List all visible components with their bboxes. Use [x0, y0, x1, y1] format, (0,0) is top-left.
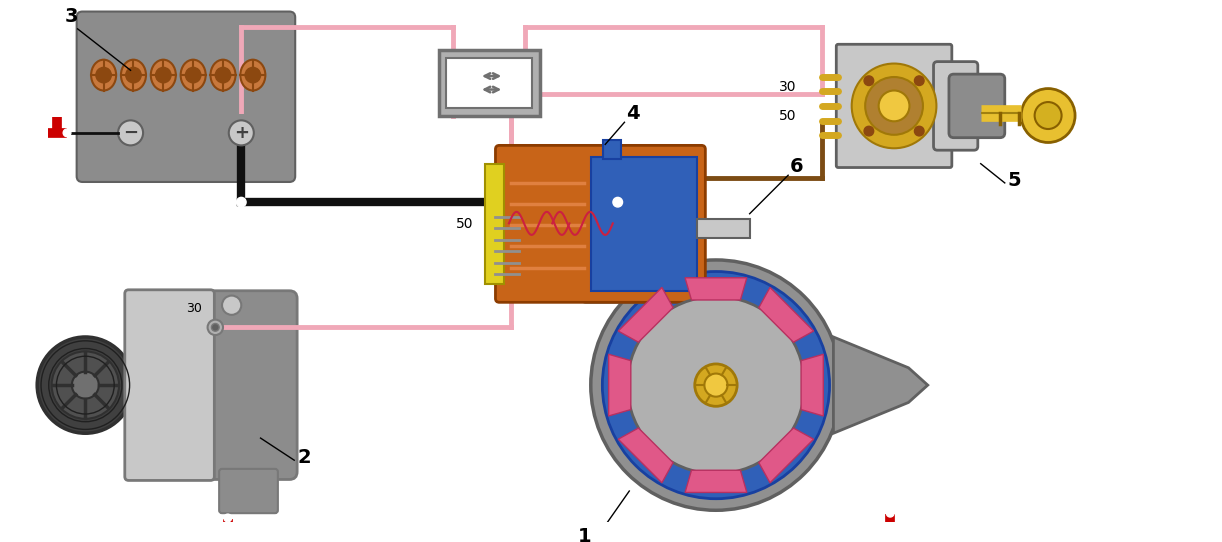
- Circle shape: [211, 324, 219, 331]
- FancyBboxPatch shape: [836, 44, 952, 167]
- Polygon shape: [802, 354, 824, 416]
- Polygon shape: [609, 354, 631, 416]
- Text: 50: 50: [778, 109, 796, 124]
- Circle shape: [1022, 88, 1075, 143]
- FancyBboxPatch shape: [219, 469, 277, 513]
- Circle shape: [590, 260, 841, 510]
- Text: +: +: [233, 124, 249, 142]
- Bar: [485, 164, 505, 284]
- Text: 2: 2: [297, 448, 310, 467]
- Circle shape: [864, 126, 874, 136]
- Bar: [439, 50, 540, 115]
- Ellipse shape: [92, 60, 116, 91]
- Circle shape: [72, 372, 99, 398]
- Ellipse shape: [210, 60, 236, 91]
- FancyBboxPatch shape: [582, 217, 667, 302]
- Bar: [604, 140, 621, 159]
- FancyBboxPatch shape: [125, 290, 214, 480]
- Ellipse shape: [241, 60, 265, 91]
- Circle shape: [229, 120, 254, 145]
- Polygon shape: [686, 470, 747, 493]
- Polygon shape: [686, 278, 747, 300]
- Circle shape: [64, 129, 71, 137]
- Text: 6: 6: [791, 157, 804, 176]
- Text: 3: 3: [65, 7, 78, 26]
- Circle shape: [155, 67, 171, 83]
- Circle shape: [224, 514, 232, 522]
- Bar: [446, 58, 532, 108]
- Text: −: −: [123, 124, 138, 142]
- Circle shape: [879, 91, 909, 121]
- Polygon shape: [759, 428, 814, 483]
- Circle shape: [695, 364, 737, 406]
- Circle shape: [237, 197, 246, 207]
- Circle shape: [208, 320, 222, 335]
- FancyBboxPatch shape: [196, 291, 297, 480]
- Polygon shape: [618, 287, 673, 342]
- Bar: [697, 218, 749, 238]
- Circle shape: [865, 77, 923, 135]
- Circle shape: [704, 373, 727, 397]
- Circle shape: [613, 197, 622, 207]
- Circle shape: [914, 126, 924, 136]
- FancyBboxPatch shape: [934, 62, 978, 150]
- Polygon shape: [833, 337, 927, 433]
- Ellipse shape: [121, 60, 145, 91]
- FancyBboxPatch shape: [949, 74, 1004, 138]
- FancyBboxPatch shape: [101, 114, 270, 166]
- Circle shape: [914, 76, 924, 86]
- Circle shape: [222, 295, 241, 315]
- Ellipse shape: [150, 60, 176, 91]
- Circle shape: [186, 67, 200, 83]
- Polygon shape: [759, 287, 814, 342]
- FancyBboxPatch shape: [495, 145, 705, 302]
- Text: 4: 4: [627, 105, 640, 124]
- Text: 5: 5: [1008, 171, 1022, 190]
- Circle shape: [602, 272, 830, 499]
- Circle shape: [246, 67, 260, 83]
- Circle shape: [864, 76, 874, 86]
- Text: 50: 50: [456, 217, 473, 231]
- Circle shape: [119, 120, 143, 145]
- Circle shape: [1035, 102, 1062, 129]
- Ellipse shape: [181, 60, 205, 91]
- Polygon shape: [618, 428, 673, 483]
- Text: 30: 30: [187, 302, 203, 315]
- Circle shape: [886, 509, 895, 517]
- Circle shape: [37, 337, 133, 433]
- Circle shape: [215, 67, 231, 83]
- Circle shape: [126, 67, 142, 83]
- Circle shape: [852, 63, 936, 149]
- FancyBboxPatch shape: [590, 157, 697, 291]
- Circle shape: [95, 67, 111, 83]
- Text: 1: 1: [578, 527, 591, 542]
- Text: 30: 30: [778, 80, 796, 94]
- FancyBboxPatch shape: [77, 11, 296, 182]
- Circle shape: [627, 296, 804, 474]
- Circle shape: [51, 351, 119, 419]
